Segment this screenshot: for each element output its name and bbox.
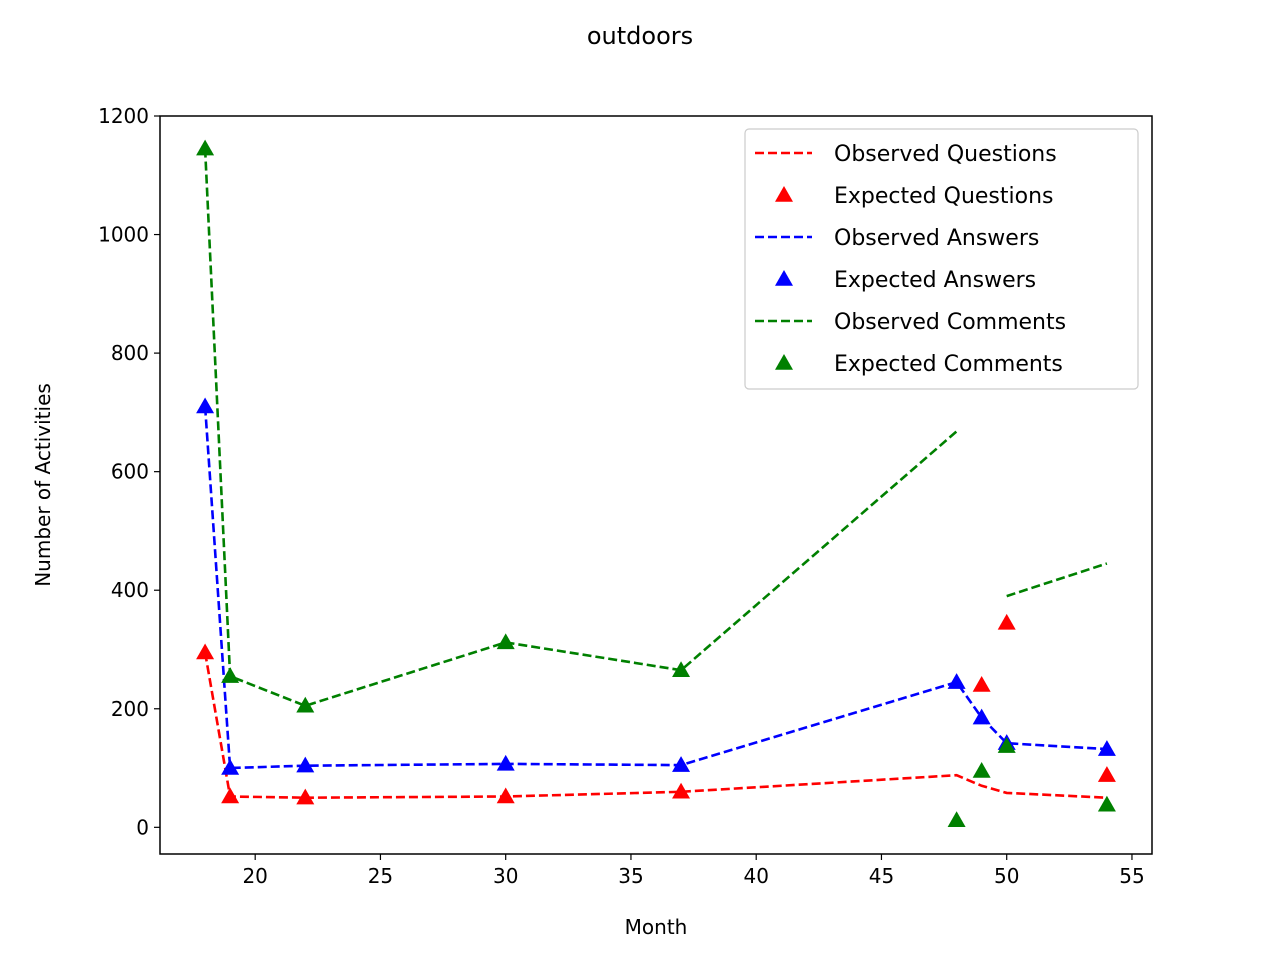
x-tick-label: 45 [869,864,894,888]
expected-comments-point [672,661,691,677]
expected-answers-legend-swatch [775,270,793,286]
expected-questions-point [997,613,1016,630]
expected-comments-point [221,667,240,683]
expected-questions-point [296,788,315,805]
expected-answers-point [972,708,991,725]
observed-answers-legend-label: Observed Answers [834,226,1039,251]
y-tick-label: 600 [111,460,149,484]
y-tick-label: 200 [111,697,149,721]
observed-comments-line [203,148,958,708]
series-layer [196,139,1116,827]
expected-answers-legend-label: Expected Answers [834,268,1036,293]
expected-answers-point [196,397,215,414]
expected-answers-point [672,756,691,772]
expected-questions-point [221,787,240,804]
expected-comments-point [196,139,215,156]
legend: Observed Questions Expected Questions Obse… [744,128,1139,390]
expected-comments-point [1097,795,1116,812]
expected-questions-point [196,643,215,660]
expected-answers-point [221,759,240,775]
expected-comments-legend-label: Expected Comments [834,352,1063,377]
x-tick-label: 40 [743,864,768,888]
expected-comments-point [997,737,1016,753]
expected-comments-point [296,696,315,713]
x-tick-label: 30 [493,864,518,888]
y-tick-label: 1200 [98,104,149,128]
x-axis: 20 25 30 35 40 45 50 55 [242,854,1145,888]
plot-frame [159,115,1153,855]
y-tick-label: 800 [111,341,149,365]
expected-answers-point [1097,740,1116,756]
x-axis-label: Month [625,915,688,939]
x-tick-label: 25 [368,864,393,888]
y-tick-label: 0 [136,815,149,839]
observed-comments-legend-label: Observed Comments [834,310,1066,335]
y-axis-label: Number of Activities [31,383,55,587]
expected-questions-point [672,782,691,799]
observed-questions-legend-label: Observed Questions [834,142,1057,167]
x-tick-label: 35 [618,864,643,888]
y-tick-label: 1000 [98,223,149,247]
y-tick-label: 400 [111,578,149,602]
x-tick-label: 55 [1119,864,1144,888]
x-tick-label: 20 [242,864,267,888]
observed-comments-line [1006,562,1108,598]
chart-title: outdoors [587,22,693,50]
expected-questions-point [496,787,515,804]
expected-answers-point [296,756,315,773]
expected-comments-legend-swatch [775,354,793,370]
expected-questions-legend-label: Expected Questions [834,184,1054,209]
x-tick-label: 50 [994,864,1019,888]
expected-comments-point [947,811,966,827]
expected-comments-point [972,762,991,778]
expected-questions-point [1097,766,1116,782]
expected-comments-point [496,633,515,650]
expected-answers-point [496,754,515,771]
expected-answers-point [947,673,966,689]
y-axis: 0 200 400 600 800 1000 1200 [98,104,160,839]
observed-questions-line [203,652,1107,800]
expected-questions-legend-swatch [775,186,793,202]
legend-box [744,128,1139,390]
expected-questions-point [972,676,991,692]
